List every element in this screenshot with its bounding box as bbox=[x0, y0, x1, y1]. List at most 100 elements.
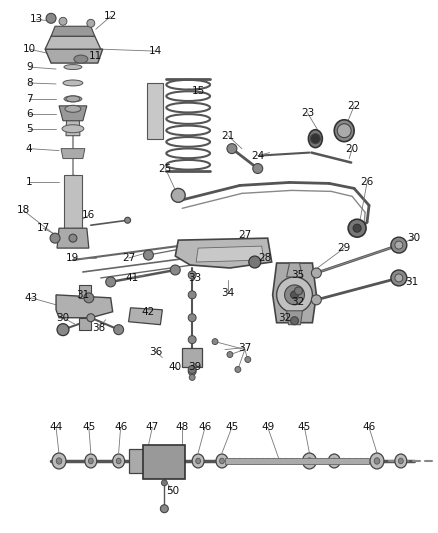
Circle shape bbox=[188, 291, 196, 299]
Text: 1: 1 bbox=[26, 177, 32, 188]
Text: 6: 6 bbox=[26, 109, 32, 119]
Ellipse shape bbox=[116, 458, 121, 464]
Circle shape bbox=[171, 188, 185, 203]
Ellipse shape bbox=[219, 458, 224, 464]
Ellipse shape bbox=[307, 458, 312, 464]
Text: 44: 44 bbox=[49, 422, 63, 432]
Text: 42: 42 bbox=[142, 307, 155, 317]
Text: 20: 20 bbox=[346, 143, 359, 154]
Polygon shape bbox=[61, 149, 85, 158]
Text: 45: 45 bbox=[82, 422, 95, 432]
Ellipse shape bbox=[85, 454, 97, 468]
Text: 26: 26 bbox=[360, 177, 374, 188]
Circle shape bbox=[188, 271, 196, 279]
Circle shape bbox=[160, 457, 168, 465]
Text: 21: 21 bbox=[221, 131, 235, 141]
Text: 37: 37 bbox=[238, 343, 251, 352]
Ellipse shape bbox=[334, 120, 354, 142]
Ellipse shape bbox=[303, 453, 316, 469]
Ellipse shape bbox=[328, 454, 340, 468]
Circle shape bbox=[59, 17, 67, 25]
Ellipse shape bbox=[370, 453, 384, 469]
Circle shape bbox=[391, 270, 407, 286]
Text: 46: 46 bbox=[114, 422, 127, 432]
Text: 36: 36 bbox=[149, 346, 162, 357]
Circle shape bbox=[353, 224, 361, 232]
Ellipse shape bbox=[56, 458, 62, 464]
Polygon shape bbox=[57, 228, 89, 248]
Ellipse shape bbox=[52, 453, 66, 469]
Circle shape bbox=[395, 241, 403, 249]
Polygon shape bbox=[182, 348, 202, 367]
Text: 14: 14 bbox=[149, 46, 162, 56]
Ellipse shape bbox=[192, 454, 204, 468]
Polygon shape bbox=[45, 36, 101, 49]
Circle shape bbox=[50, 233, 60, 243]
Polygon shape bbox=[51, 26, 95, 36]
Text: 41: 41 bbox=[126, 273, 139, 283]
Text: 19: 19 bbox=[66, 253, 80, 263]
Text: 9: 9 bbox=[26, 62, 32, 72]
Polygon shape bbox=[273, 263, 316, 322]
Circle shape bbox=[87, 314, 95, 322]
Circle shape bbox=[249, 256, 261, 268]
Text: 48: 48 bbox=[176, 422, 189, 432]
Circle shape bbox=[87, 19, 95, 27]
Text: 30: 30 bbox=[57, 313, 70, 323]
Polygon shape bbox=[66, 109, 80, 136]
Text: 11: 11 bbox=[89, 51, 102, 61]
Circle shape bbox=[227, 144, 237, 154]
Ellipse shape bbox=[64, 110, 82, 117]
Text: 49: 49 bbox=[261, 422, 274, 432]
Text: 34: 34 bbox=[221, 288, 235, 298]
Ellipse shape bbox=[332, 458, 337, 464]
Text: 33: 33 bbox=[188, 273, 202, 283]
Text: 28: 28 bbox=[258, 253, 271, 263]
Circle shape bbox=[253, 164, 263, 173]
Circle shape bbox=[124, 217, 131, 223]
Text: 46: 46 bbox=[362, 422, 376, 432]
Circle shape bbox=[311, 295, 321, 305]
Text: 16: 16 bbox=[82, 210, 95, 220]
Circle shape bbox=[391, 237, 407, 253]
Ellipse shape bbox=[374, 458, 380, 464]
Text: 29: 29 bbox=[338, 243, 351, 253]
Circle shape bbox=[114, 325, 124, 335]
Ellipse shape bbox=[88, 458, 93, 464]
Circle shape bbox=[245, 357, 251, 362]
Text: 7: 7 bbox=[26, 94, 32, 104]
Circle shape bbox=[188, 336, 196, 344]
Circle shape bbox=[277, 277, 312, 313]
Text: 47: 47 bbox=[146, 422, 159, 432]
Circle shape bbox=[188, 367, 196, 375]
Circle shape bbox=[69, 234, 77, 242]
Text: 35: 35 bbox=[291, 270, 304, 280]
Ellipse shape bbox=[216, 454, 228, 468]
Polygon shape bbox=[129, 449, 144, 473]
Text: 15: 15 bbox=[191, 86, 205, 96]
Circle shape bbox=[46, 13, 56, 23]
Polygon shape bbox=[286, 263, 303, 277]
Circle shape bbox=[188, 314, 196, 322]
Circle shape bbox=[189, 375, 195, 381]
Circle shape bbox=[285, 285, 304, 305]
Polygon shape bbox=[175, 238, 272, 268]
Text: 43: 43 bbox=[25, 293, 38, 303]
Text: 45: 45 bbox=[298, 422, 311, 432]
Polygon shape bbox=[56, 295, 113, 318]
Circle shape bbox=[294, 287, 303, 295]
Ellipse shape bbox=[308, 130, 322, 148]
Text: 32: 32 bbox=[278, 313, 291, 323]
Circle shape bbox=[160, 505, 168, 513]
Text: 18: 18 bbox=[17, 205, 30, 215]
Circle shape bbox=[161, 480, 167, 486]
Text: 23: 23 bbox=[301, 108, 314, 118]
Polygon shape bbox=[286, 311, 303, 325]
Ellipse shape bbox=[399, 458, 403, 464]
Text: 32: 32 bbox=[291, 297, 304, 307]
Circle shape bbox=[188, 366, 196, 374]
Circle shape bbox=[155, 452, 173, 470]
Ellipse shape bbox=[74, 55, 88, 63]
Circle shape bbox=[170, 265, 180, 275]
Circle shape bbox=[84, 293, 94, 303]
